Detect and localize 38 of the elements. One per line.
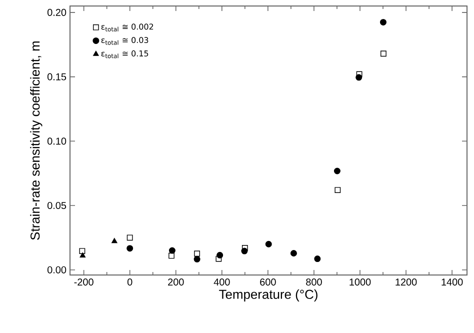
point [216,252,224,258]
point [194,256,200,262]
y-tick-label: 0.00 [47,266,66,274]
point [79,248,86,254]
point [168,252,174,259]
y-tick-label: 0.05 [47,202,66,210]
x-tick-label: 1000 [350,278,371,286]
y-axis-title: Strain-rate sensitivity coefficient, m [30,41,42,240]
point [168,247,176,254]
point [194,250,200,257]
x-tick-label: 400 [214,278,230,286]
y-tick-label: 0.15 [47,73,66,80]
point [356,71,362,78]
point [314,256,321,262]
point [242,245,248,251]
x-tick-label: -200 [74,278,94,286]
y-tick-label: 0.20 [47,8,66,16]
x-tick-label: 800 [306,278,322,286]
point [265,240,272,248]
x-tick-label: 200 [168,278,184,286]
x-tick-label: 600 [260,278,276,286]
x-axis-title: Temperature (°C) [219,289,318,302]
point [380,18,386,26]
point [126,245,134,252]
point [380,50,386,57]
point [216,256,222,262]
point [334,187,341,193]
x-tick-label: 0 [127,278,132,286]
point [126,234,133,241]
point [290,250,297,256]
point [112,238,118,244]
x-tick-label: 1200 [396,278,417,286]
x-tick-label: 1400 [442,278,463,286]
point [80,252,86,258]
point [356,74,362,81]
point [241,248,248,254]
y-tick-label: 0.10 [47,138,66,145]
point [334,168,340,174]
